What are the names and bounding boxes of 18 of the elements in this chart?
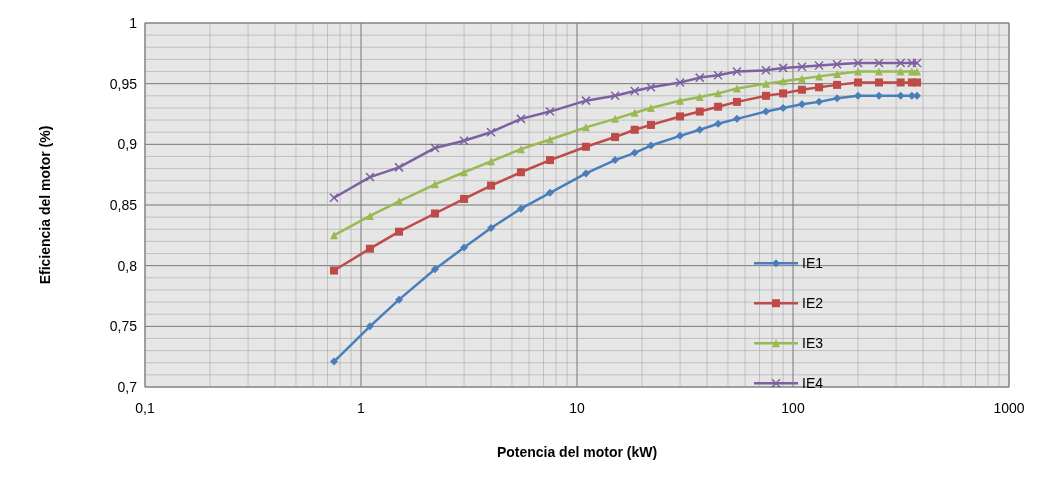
y-tick-label: 0,9 [117,136,138,153]
x-tick-label: 10 [569,400,585,416]
legend-label: IE4 [802,375,824,392]
x-tick-label: 1000 [993,400,1025,416]
legend-label: IE3 [802,335,824,352]
y-tick-label: 0,8 [117,257,138,274]
legend-label: IE1 [802,255,824,272]
y-tick-label: 0,85 [109,196,138,213]
y-tick-label: 0,75 [109,318,138,335]
x-axis-title: Potencia del motor (kW) [496,444,658,460]
x-tick-label: 0,1 [135,400,155,416]
legend-label: IE2 [802,295,824,312]
x-tick-label: 100 [781,400,805,416]
y-tick-label: 1 [129,14,138,31]
y-axis-title: Eficiencia del motor (%) [37,125,53,285]
x-tick-label: 1 [357,400,366,416]
y-tick-label: 0,95 [109,75,138,92]
y-tick-label: 0,7 [117,378,138,395]
